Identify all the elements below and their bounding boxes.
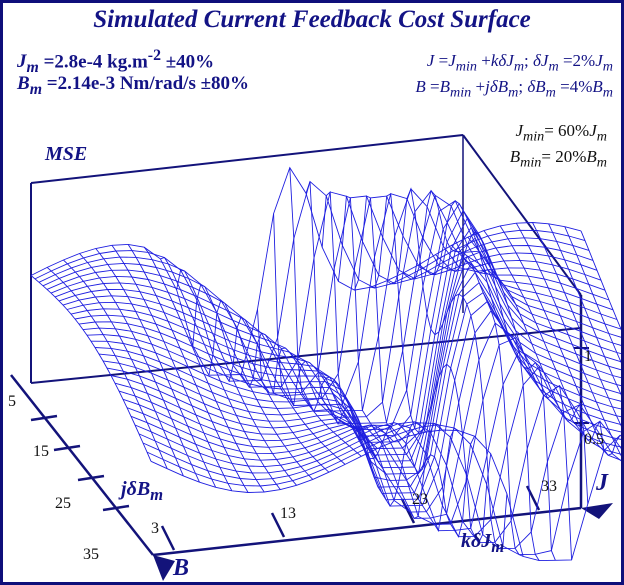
surface-mesh-line [370, 192, 492, 544]
surface-mesh-line [548, 223, 621, 396]
y-tick-label: 25 [55, 495, 71, 512]
surface-mesh-line [160, 256, 281, 490]
y-tick-mark [53, 444, 81, 452]
surface-mesh-line [289, 167, 411, 460]
surface-mesh-line [435, 231, 556, 561]
surface-mesh-line [305, 181, 427, 507]
b-axis-name: B [173, 555, 190, 581]
surface-plot [10, 134, 621, 581]
surface-mesh-line [127, 244, 249, 493]
surface-mesh-line [499, 225, 621, 456]
y-axis-arrow [153, 555, 175, 581]
surface-mesh-line [224, 316, 346, 465]
y-axis-line [10, 374, 154, 556]
surface-mesh-line [354, 195, 475, 538]
surface-mesh-line [63, 259, 184, 477]
surface-mesh-line [58, 189, 610, 418]
surface-mesh-line [402, 189, 524, 557]
surface-mesh-line [46, 267, 168, 469]
surface-mesh-line [143, 246, 265, 493]
x-tick-label: 23 [412, 491, 428, 508]
surface-mesh-line [515, 222, 621, 457]
surface-mesh-line [386, 187, 508, 550]
surface-mesh-line [111, 245, 233, 492]
x-tick-label: 3 [151, 520, 159, 537]
surface-mesh-line [79, 253, 200, 483]
surface-mesh-line [192, 283, 314, 480]
y-tick-label: 5 [8, 393, 16, 410]
j-definition-annotation: J =Jmin +kδJm; δJm =2%Jm [426, 51, 613, 75]
j-axis-name: J [596, 470, 608, 496]
surface-mesh-line [532, 222, 621, 427]
x-tick-mark [160, 525, 176, 551]
surface-mesh-line [95, 248, 217, 488]
surface-mesh-line [208, 299, 330, 473]
chart-title: Simulated Current Feedback Cost Surface [93, 6, 531, 33]
surface-mesh-line [30, 275, 152, 462]
y-tick-label: 35 [83, 546, 99, 563]
box-edge [30, 134, 464, 184]
z-tick-label: 0.5 [584, 431, 604, 448]
surface-mesh-line [321, 191, 443, 519]
x-tick-label: 33 [541, 478, 557, 495]
surface-mesh-line [580, 230, 621, 331]
x-axis-label: kδJm [461, 530, 505, 556]
y-axis-label: jδBm [121, 478, 164, 504]
b-definition-annotation: B =Bmin +jδBm; δBm =4%Bm [415, 77, 613, 101]
y-tick-mark [77, 474, 105, 482]
x-axis-line [152, 506, 582, 557]
x-tick-mark [270, 512, 286, 538]
y-tick-mark [102, 504, 130, 512]
jm-nominal-annotation: Jm =2.8e-4 kg.m-2 ±40% [17, 47, 215, 77]
surface-mesh-line [564, 226, 621, 364]
surface-mesh-line [176, 269, 297, 486]
z-axis-label: MSE [45, 143, 88, 165]
y-tick-mark [30, 414, 58, 422]
surface-mesh-line [451, 244, 573, 560]
x-tick-label: 13 [280, 505, 296, 522]
bmin-annotation: Bmin= 20%Bm [509, 147, 607, 171]
z-tick-label: 1 [584, 348, 592, 365]
surface-mesh-line [273, 213, 394, 442]
box-edge [462, 134, 582, 296]
surface-mesh-line [337, 195, 459, 532]
surface-mesh-line [483, 230, 605, 451]
surface-mesh-line [240, 332, 362, 457]
x-axis-arrow [581, 503, 613, 519]
bm-nominal-annotation: Bm =2.14e-3 Nm/rad/s ±80% [17, 73, 250, 98]
surface-mesh-line [418, 200, 540, 561]
jmin-annotation: Jmin= 60%Jm [515, 121, 607, 145]
y-tick-label: 15 [33, 443, 49, 460]
surface-mesh-line [467, 236, 589, 505]
